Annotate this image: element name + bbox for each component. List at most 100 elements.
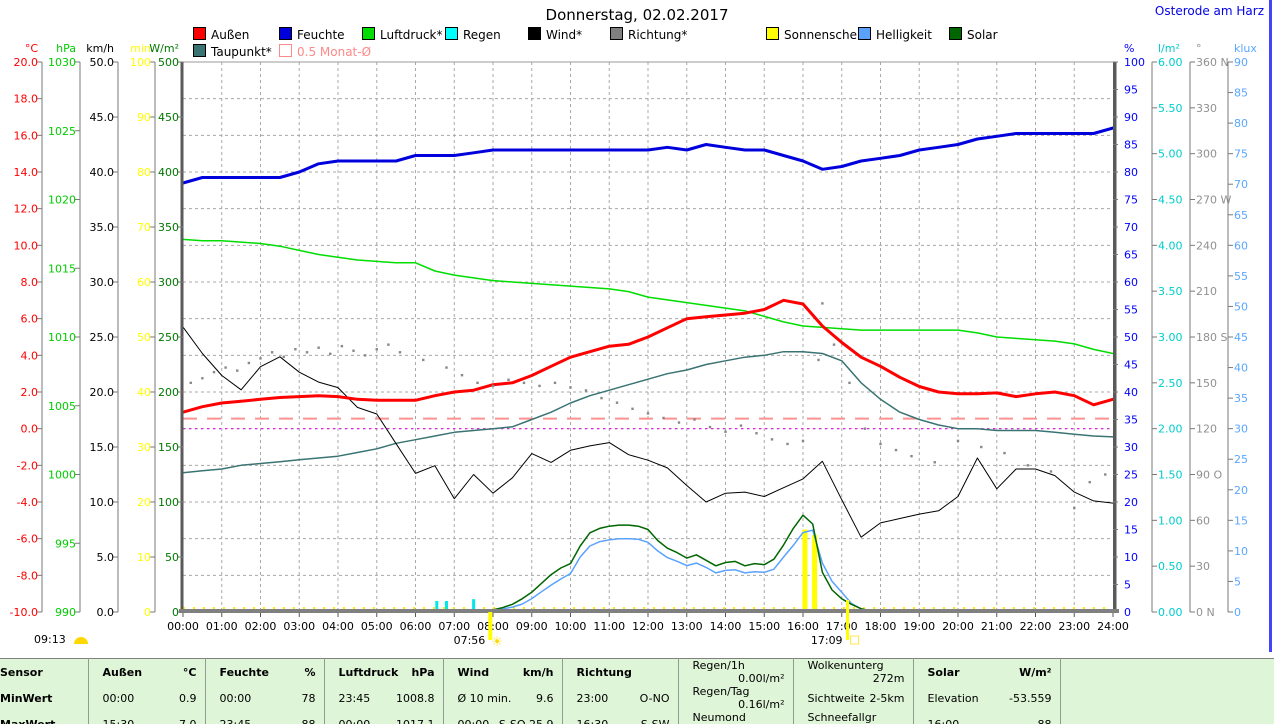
legend-swatch (279, 44, 292, 57)
svg-text:01:00: 01:00 (206, 620, 238, 633)
svg-text:100: 100 (158, 496, 179, 509)
legend-label: Regen (463, 28, 501, 42)
legend-label: Sonnenschein (784, 28, 868, 42)
svg-text:60: 60 (1196, 514, 1210, 527)
svg-text:55: 55 (1234, 270, 1248, 283)
table-cell: 15:30 7.0 (88, 711, 206, 724)
svg-text:6.0: 6.0 (21, 313, 39, 326)
svg-text:70: 70 (1124, 221, 1138, 234)
svg-text:10: 10 (1124, 551, 1138, 564)
axis-temp: °C -10.0 -8.0 -6.0 -4.0 -2.0 0.0 2.0 4.0 6.0 8.0 10… (10, 42, 43, 619)
series-taupunkt (182, 350, 1114, 474)
svg-text:hPa: hPa (56, 42, 76, 55)
svg-text:20: 20 (1124, 496, 1138, 509)
row-header: Sensor (0, 658, 89, 685)
table-cell: 00:00 0.9 (88, 685, 206, 711)
svg-text:12:00: 12:00 (632, 620, 664, 633)
svg-text:-2.0: -2.0 (17, 459, 38, 472)
svg-text:1015: 1015 (48, 262, 76, 275)
svg-text:5.0: 5.0 (97, 551, 115, 564)
svg-text:80: 80 (1234, 117, 1248, 130)
axis-wind: km/h 0.0 5.0 10.0 15.0 20.0 25.0 30.0 35.0 40.0 45… (86, 42, 119, 619)
table-cell: 23:00 O-NO (562, 685, 679, 711)
svg-text:75: 75 (1234, 148, 1248, 161)
series-au-en (181, 298, 1115, 414)
series-feuchte (181, 126, 1115, 185)
legend-swatch (193, 27, 206, 40)
svg-text:85: 85 (1124, 139, 1138, 152)
table-cell: 00:00 1017.1 (324, 711, 444, 724)
sun-markers: 07:56 ☀ 17:09 09:13 (34, 600, 860, 650)
svg-text:240: 240 (1196, 239, 1217, 252)
svg-text:45.0: 45.0 (90, 111, 115, 124)
svg-text:km/h: km/h (86, 42, 114, 55)
legend-swatch (193, 44, 206, 57)
svg-text:0: 0 (1124, 606, 1131, 619)
legend-swatch (279, 27, 292, 40)
svg-text:4.50: 4.50 (1158, 194, 1183, 207)
table-cell: Regen/Tag 0.16l/m² (678, 685, 794, 711)
axis-humidity: % 0 5 10 15 20 25 30 35 40 45 50 55 60 65 70 75 80 85 90 95 1… (1113, 42, 1145, 619)
table-cell: Neumond26.02.17 (678, 711, 794, 724)
table-cell: Luftdruck hPa (324, 658, 444, 685)
svg-text:100: 100 (1124, 56, 1145, 69)
svg-text:150: 150 (158, 441, 179, 454)
window-right-border (1269, 0, 1272, 652)
svg-text:150: 150 (1196, 377, 1217, 390)
svg-text:24:00: 24:00 (1097, 620, 1129, 633)
svg-text:1010: 1010 (48, 331, 76, 344)
svg-text:65: 65 (1124, 249, 1138, 262)
legend-item-taupunkt-: Taupunkt* (193, 44, 272, 59)
legend-swatch (858, 27, 871, 40)
svg-text:40: 40 (1234, 362, 1248, 375)
svg-text:17:00: 17:00 (826, 620, 858, 633)
svg-text:0.00: 0.00 (1158, 606, 1183, 619)
table-row: Sensor Außen °C Feuchte% Luftdruck hPa Wind km/… (0, 658, 1274, 685)
svg-text:200: 200 (158, 386, 179, 399)
axis-sunshine: min 0 10 20 30 40 50 60 70 80 90 100 (130, 42, 156, 619)
svg-text:60: 60 (137, 276, 151, 289)
svg-text:min: min (130, 42, 151, 55)
table-cell: 23:45 88 (205, 711, 325, 724)
svg-text:0.50: 0.50 (1158, 560, 1183, 573)
svg-text:13:00: 13:00 (671, 620, 703, 633)
svg-text:180 S: 180 S (1196, 331, 1227, 344)
svg-text:3.00: 3.00 (1158, 331, 1183, 344)
day-length-sun-icon (74, 637, 88, 644)
svg-text:50: 50 (137, 331, 151, 344)
table-cell: Richtung (562, 658, 679, 685)
svg-text:30: 30 (1234, 423, 1248, 436)
svg-text:1.00: 1.00 (1158, 514, 1183, 527)
svg-text:400: 400 (158, 166, 179, 179)
legend-item-feuchte: Feuchte (279, 27, 345, 42)
svg-text:-8.0: -8.0 (17, 569, 38, 582)
svg-text:19:00: 19:00 (903, 620, 935, 633)
svg-text:40: 40 (137, 386, 151, 399)
svg-text:10: 10 (1234, 545, 1248, 558)
svg-text:5.50: 5.50 (1158, 102, 1183, 115)
table-filler (1060, 711, 1274, 724)
svg-text:300: 300 (158, 276, 179, 289)
svg-text:995: 995 (55, 537, 76, 550)
series-wind (182, 326, 1114, 538)
svg-text:30.0: 30.0 (90, 276, 115, 289)
legend-swatch (949, 27, 962, 40)
table-cell: Außen °C (88, 658, 206, 685)
svg-text:80: 80 (137, 166, 151, 179)
axis-brightness: klux 0 5 10 15 20 25 30 35 40 45 50 55 60 65 70 75 80 85 90 (1227, 42, 1257, 619)
svg-text:30: 30 (137, 441, 151, 454)
svg-text:70: 70 (137, 221, 151, 234)
svg-text:50: 50 (1234, 300, 1248, 313)
legend-item-helligkeit: Helligkeit (858, 27, 932, 42)
svg-text:20.0: 20.0 (14, 56, 39, 69)
series-sonnenschein-bars (802, 529, 818, 611)
axis-solar: W/m² 0 50 100 150 200 250 300 350 400 450 500 (149, 42, 183, 619)
legend-label: Außen (211, 28, 250, 42)
svg-text:270 W: 270 W (1196, 194, 1231, 207)
svg-text:500: 500 (158, 56, 179, 69)
svg-text:55: 55 (1124, 304, 1138, 317)
svg-text:80: 80 (1124, 166, 1138, 179)
table-row: MinWert 00:00 0.9 00:00 78 23:45 1008.8 Ø 10 mi… (0, 685, 1274, 711)
svg-text:50: 50 (165, 551, 179, 564)
